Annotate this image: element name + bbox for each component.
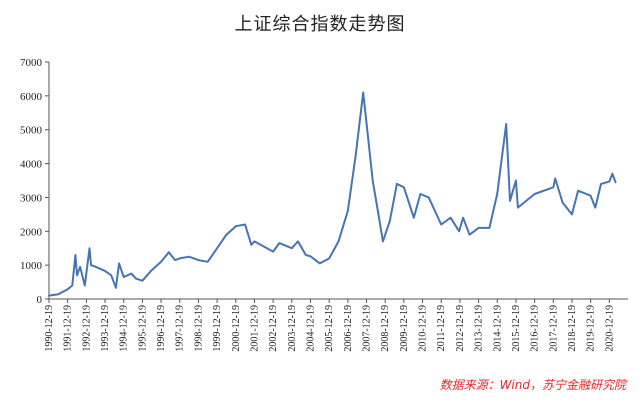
x-tick-label: 2002-12-19 [268, 305, 279, 352]
x-tick-label: 2003-12-19 [287, 305, 298, 352]
chart-title: 上证综合指数走势图 [234, 14, 406, 35]
x-tick-label: 2013-12-19 [474, 305, 485, 352]
x-tick-label: 1995-12-19 [137, 305, 148, 352]
y-tick-label: 4000 [20, 159, 43, 171]
y-tick-label: 7000 [20, 57, 43, 69]
y-tick-label: 3000 [20, 192, 43, 204]
x-tick-label: 1996-12-19 [156, 305, 167, 352]
x-tick-label: 2020-12-19 [604, 305, 615, 352]
source-note: 数据来源：Wind，苏宁金融研究院 [439, 378, 626, 392]
x-tick-label: 2011-12-19 [436, 305, 447, 351]
y-axis: 0 1000 2000 3000 4000 5000 6000 7000 [20, 57, 50, 306]
x-tick-label: 1994-12-19 [119, 305, 130, 352]
y-tick-label: 6000 [20, 91, 43, 103]
y-tick-label: 0 [37, 294, 43, 306]
x-tick-label: 2008-12-19 [380, 305, 391, 352]
x-tick-label: 2007-12-19 [362, 305, 373, 352]
x-tick-label: 2016-12-19 [530, 305, 541, 352]
x-tick-label: 2012-12-19 [455, 305, 466, 352]
x-tick-label: 2005-12-19 [324, 305, 335, 352]
x-tick-label: 1997-12-19 [175, 305, 186, 352]
x-tick-label: 1992-12-19 [81, 305, 92, 352]
x-tick-label: 1998-12-19 [193, 305, 204, 352]
x-tick-label: 2015-12-19 [511, 305, 522, 352]
plot-area [48, 91, 617, 297]
x-tick-label: 2004-12-19 [305, 305, 316, 352]
index-series-line [48, 91, 617, 297]
x-tick-label: 2009-12-19 [399, 305, 410, 352]
x-tick-label: 1991-12-19 [63, 305, 74, 352]
x-tick-label: 1999-12-19 [212, 305, 223, 352]
x-tick-label: 2019-12-19 [586, 305, 597, 352]
x-tick-label: 1990-12-19 [44, 305, 55, 352]
x-tick-label: 1993-12-19 [100, 305, 111, 352]
x-tick-label: 2006-12-19 [343, 305, 354, 352]
x-axis: 1990-12-19 1991-12-19 1992-12-19 1993-12-19… [44, 298, 628, 352]
x-tick-label: 2000-12-19 [231, 305, 242, 352]
x-tick-label: 2018-12-19 [567, 305, 578, 352]
x-tick-label: 2001-12-19 [249, 305, 260, 352]
x-tick-label: 2017-12-19 [548, 305, 559, 352]
y-tick-label: 2000 [20, 226, 43, 238]
x-tick-label: 2010-12-19 [418, 305, 429, 352]
y-tick-label: 5000 [20, 125, 43, 137]
y-tick-label: 1000 [20, 260, 43, 272]
x-tick-label: 2014-12-19 [492, 305, 503, 352]
